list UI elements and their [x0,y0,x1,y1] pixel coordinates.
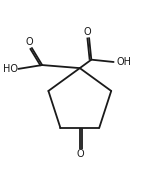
Text: O: O [26,37,33,47]
Text: O: O [83,27,91,37]
Text: O: O [77,149,85,159]
Text: HO: HO [3,64,18,74]
Text: OH: OH [117,57,132,67]
